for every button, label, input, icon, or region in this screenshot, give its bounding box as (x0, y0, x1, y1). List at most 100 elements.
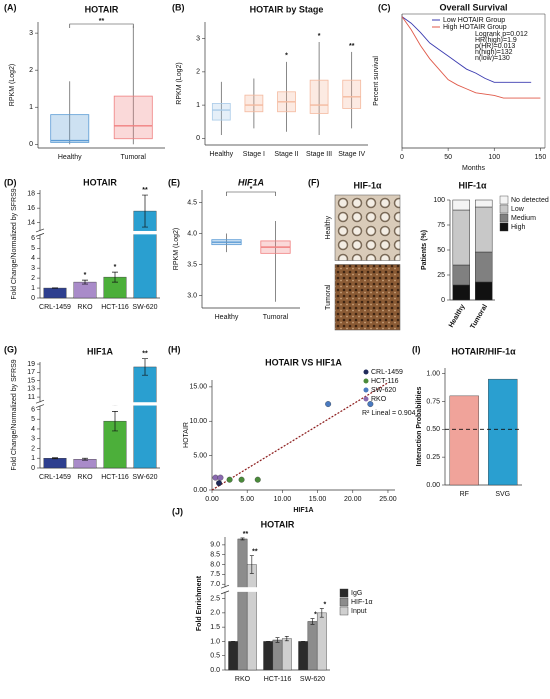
bar (281, 638, 292, 671)
point (367, 401, 374, 408)
panel-label: (A) (4, 2, 17, 12)
chart-title: HIF1A (87, 346, 114, 356)
x-tick-label: 0.00 (205, 496, 219, 503)
y-tick-label: 3 (29, 30, 33, 37)
y-tick-label: 10.00 (189, 418, 207, 425)
significance: * (323, 601, 326, 608)
bar-segment (452, 264, 470, 286)
x-tick-label: Healthy (215, 314, 239, 321)
y-axis-label: RPKM (Log2) (176, 62, 183, 104)
legend-swatch (499, 195, 509, 205)
legend-label: Low (511, 206, 525, 213)
significance: ** (349, 43, 355, 50)
error-bar (275, 637, 280, 643)
y-tick-label: 1.0 (210, 638, 220, 645)
y-tick-label: 0.75 (426, 398, 440, 405)
y-tick-label: 5.00 (193, 452, 207, 459)
bar-segment (475, 199, 493, 208)
x-tick-label: HCT-116 (101, 474, 129, 481)
box (113, 95, 153, 140)
error-bar (142, 358, 148, 376)
point (212, 474, 219, 481)
error-bar (142, 194, 148, 228)
y-tick-label: 19 (27, 361, 35, 368)
y-tick-label: 4 (31, 426, 35, 433)
bar-segment (475, 251, 493, 283)
panel-label: (F) (308, 177, 320, 187)
y-tick-label: 1 (31, 285, 35, 292)
x-tick-label: CRL-1459 (39, 474, 71, 481)
box (309, 79, 329, 114)
legend-swatch (499, 204, 509, 214)
bar (237, 538, 248, 671)
y-axis-label: RPKM (Log2) (173, 228, 180, 270)
y-tick-label: 15.00 (189, 384, 207, 391)
x-tick-label: RKO (235, 676, 251, 683)
y-tick-label: 14 (27, 220, 35, 227)
point (226, 476, 233, 483)
x-tick-label: RF (460, 491, 469, 498)
point (217, 474, 224, 481)
x-axis-label: HIF1A (293, 507, 313, 514)
x-tick-label: 25.00 (379, 496, 397, 503)
x-tick-label: 100 (488, 154, 500, 161)
y-axis-label: Fold Change/Normalized by SFRS9 (11, 359, 18, 470)
legend-label: No detected (511, 197, 549, 204)
chart-title: HOTAIR (83, 177, 117, 187)
axis-break (221, 587, 330, 592)
x-tick-label: SW-620 (300, 676, 325, 683)
panel-label: (H) (168, 344, 181, 354)
x-tick-label: 0 (400, 154, 404, 161)
error-bar (284, 635, 289, 642)
y-tick-label: 4.0 (187, 230, 197, 237)
x-tick-label: HCT-116 (264, 676, 292, 683)
panel-label: (E) (168, 177, 180, 187)
fit-annotation: R² Lineal = 0.904 (362, 410, 416, 417)
bar-segment (475, 281, 493, 301)
legend-swatch (363, 378, 369, 384)
significance: ** (99, 18, 105, 25)
chart-title: HOTAIR by Stage (250, 4, 324, 14)
panel-label: (B) (172, 2, 185, 12)
point (254, 476, 261, 483)
bar (272, 639, 283, 671)
significance: ** (252, 549, 258, 556)
y-tick-label: 1 (196, 102, 200, 109)
bar (133, 366, 157, 469)
y-tick-label: 9.0 (210, 542, 220, 549)
bracket (226, 191, 276, 196)
x-tick-label: Healthy (58, 154, 82, 161)
y-tick-label: 17 (27, 369, 35, 376)
stat-note: p(HR)=0.013 (475, 43, 515, 50)
y-tick-label: 0 (31, 295, 35, 302)
chart-title: HIF-1α (458, 180, 487, 190)
x-tick-label: 15.00 (309, 496, 327, 503)
significance: * (84, 272, 87, 279)
chart-title: HOTAIR (261, 519, 295, 529)
legend-label: RKO (371, 396, 387, 403)
y-tick-label: 75 (437, 222, 445, 229)
y-tick-label: 0.5 (210, 653, 220, 660)
y-tick-label: 8.5 (210, 552, 220, 559)
y-tick-label: 5 (31, 416, 35, 423)
legend-label: High HOTAIR Group (443, 24, 507, 31)
bar (316, 612, 327, 671)
y-tick-label: 3 (196, 35, 200, 42)
panel-label: (J) (172, 506, 183, 516)
stat-note: n(high)=132 (475, 49, 513, 56)
panel-label: (I) (412, 344, 421, 354)
legend-label: CRL-1459 (371, 369, 403, 376)
legend-label: HIF-1α (351, 599, 373, 606)
error-bar (112, 271, 118, 283)
survival-curve (401, 16, 532, 83)
x-tick-label: SW-620 (132, 474, 157, 481)
y-tick-label: 2.0 (210, 610, 220, 617)
y-axis-label: Fold Enrichment (196, 575, 203, 631)
stat-note: Logrank p=0.012 (475, 31, 528, 38)
point (325, 401, 332, 408)
legend-swatch (499, 222, 509, 232)
y-tick-label: 15 (27, 377, 35, 384)
bar (449, 395, 479, 486)
